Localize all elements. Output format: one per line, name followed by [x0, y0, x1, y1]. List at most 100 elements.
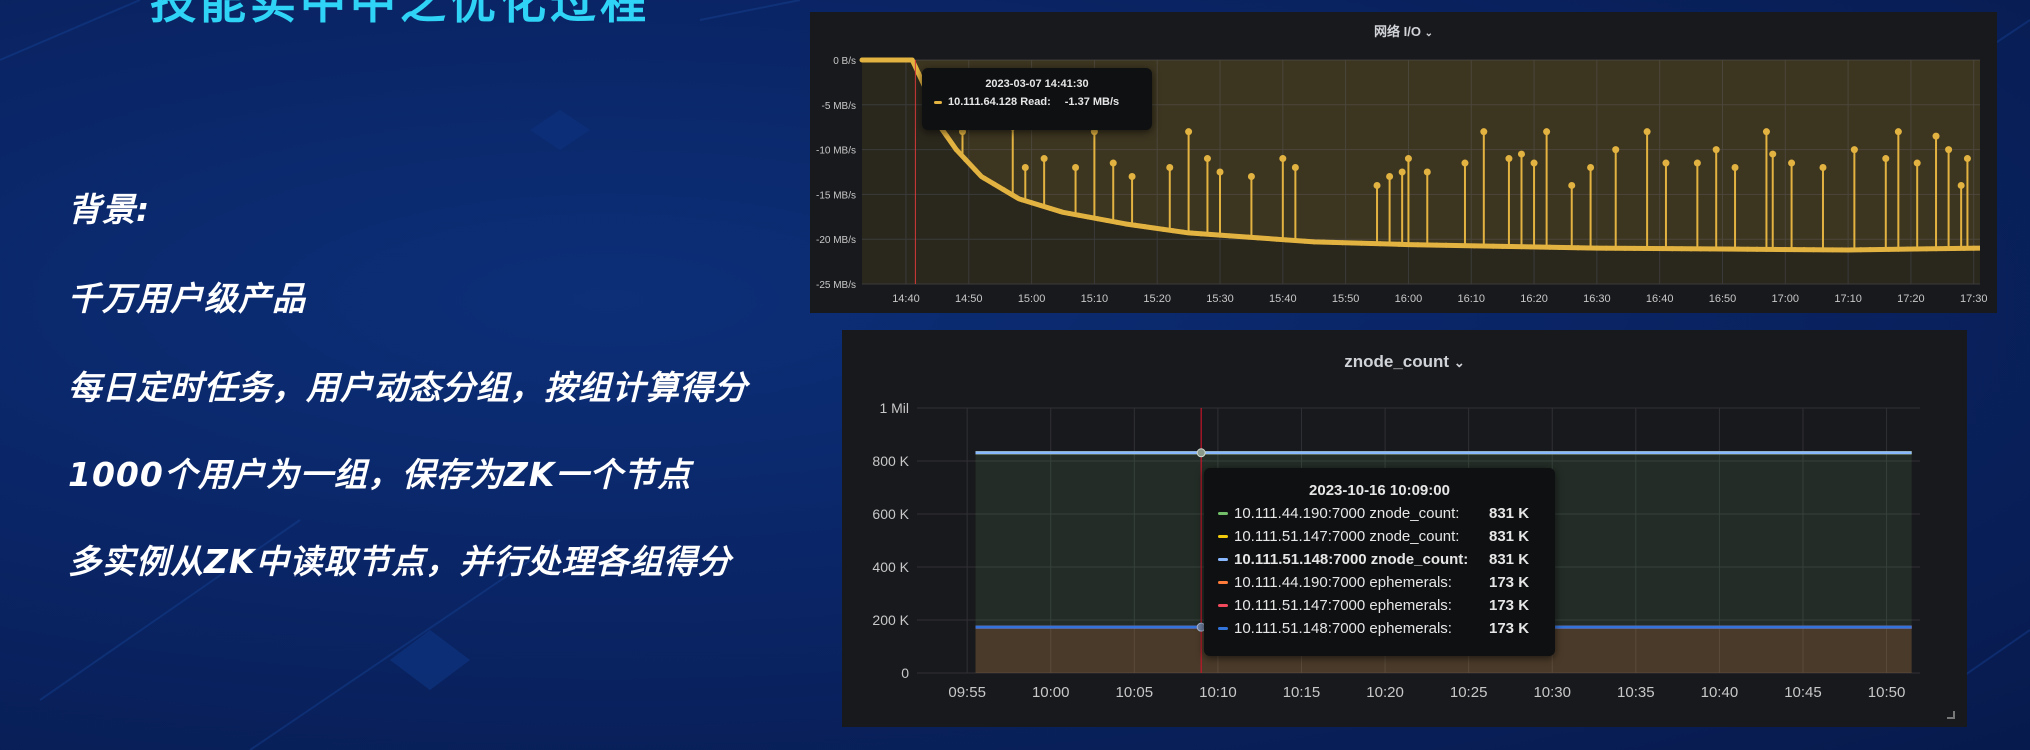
data-point	[981, 175, 987, 181]
data-point	[1010, 192, 1016, 198]
data-point	[1669, 246, 1675, 252]
x-tick-label: 15:40	[1269, 293, 1297, 305]
data-point	[1500, 243, 1506, 249]
series-swatch	[1218, 535, 1228, 538]
spike-point	[1731, 164, 1739, 172]
y-tick-label: 200 K	[872, 612, 909, 628]
panel-title-network[interactable]: 网络 I/O ⌄	[810, 21, 1997, 40]
data-point	[1792, 247, 1798, 253]
data-point	[1632, 245, 1638, 251]
network-io-panel[interactable]: 网络 I/O ⌄ 0 B/s -5 MB/s -10 MB/s -15 MB/s -20…	[810, 12, 1997, 313]
spike-point	[1957, 181, 1965, 189]
data-point	[1123, 221, 1129, 227]
data-point	[1603, 245, 1609, 251]
data-point	[1622, 245, 1628, 251]
data-point	[953, 147, 959, 153]
x-tick-label: 16:20	[1520, 293, 1548, 305]
spike-point	[1543, 128, 1551, 136]
data-point	[1594, 245, 1600, 251]
spike-point	[1712, 146, 1720, 154]
spike-point	[1517, 150, 1525, 158]
data-point	[1189, 230, 1195, 236]
data-point	[878, 57, 884, 63]
data-point	[1933, 246, 1939, 252]
tooltip-row: 10.111.51.147:7000 znode_count: 831 K	[1218, 528, 1555, 545]
data-point	[1076, 212, 1082, 218]
data-point	[1151, 225, 1157, 231]
data-point	[1811, 247, 1817, 253]
spike-point	[1882, 155, 1890, 163]
data-point	[1208, 231, 1214, 237]
x-tick-label: 15:20	[1143, 293, 1171, 305]
tooltip-row: 10.111.51.148:7000 znode_count: 831 K	[1218, 551, 1555, 568]
spike-point	[1788, 159, 1796, 167]
x-tick-label: 16:00	[1395, 293, 1423, 305]
tooltip-series-value: 831 K	[1489, 551, 1530, 568]
data-point	[1481, 243, 1487, 249]
data-point	[1311, 239, 1317, 245]
y-tick-label: -20 MB/s	[816, 235, 856, 246]
x-tick-label: 10:00	[1032, 684, 1070, 701]
data-point	[1330, 239, 1336, 245]
spike-point	[1291, 164, 1299, 172]
znode-count-panel[interactable]: znode_count ⌄ 0 200 K 400 K 600 K 800 K 1 Mil…	[842, 330, 1967, 727]
tooltip-series-value: 173 K	[1489, 597, 1530, 614]
x-tick-label: 16:40	[1646, 293, 1674, 305]
panel-title-znode[interactable]: znode_count ⌄	[842, 352, 1967, 372]
spike-point	[1963, 155, 1971, 163]
spike-point	[1203, 155, 1211, 163]
x-tick-label: 14:50	[955, 293, 983, 305]
data-point	[1358, 240, 1364, 246]
data-point	[1170, 228, 1176, 234]
bullet-item: 千万用户级产品	[68, 279, 306, 318]
data-point	[1735, 246, 1741, 252]
spike-point	[1530, 159, 1538, 167]
series-swatch	[934, 100, 942, 104]
network-io-chart[interactable]: 0 B/s -5 MB/s -10 MB/s -15 MB/s -20 MB/s -25 …	[810, 12, 1997, 313]
data-point	[1038, 203, 1044, 209]
data-point	[1302, 238, 1308, 244]
spike-point	[1128, 172, 1136, 180]
data-point	[1396, 241, 1402, 247]
data-point	[1255, 235, 1261, 241]
spike-point	[1279, 155, 1287, 163]
data-point	[1556, 244, 1562, 250]
data-point	[1415, 242, 1421, 248]
bullet-heading: 背景:	[68, 190, 151, 229]
y-tick-label: 600 K	[872, 506, 909, 522]
data-point	[1132, 222, 1138, 228]
data-point	[1179, 229, 1185, 235]
data-point	[1434, 242, 1440, 248]
x-tick-label: 09:55	[948, 684, 986, 701]
spike-point	[1568, 181, 1576, 189]
spike-point	[1612, 146, 1620, 154]
resize-handle-icon[interactable]	[1947, 711, 1955, 719]
tooltip-series-label: 10.111.51.148:7000 znode_count:	[1234, 551, 1469, 568]
data-point	[1839, 247, 1845, 253]
slide-title-fragment: 技能实中中之优化过程	[150, 0, 650, 28]
y-tick-label: -5 MB/s	[822, 101, 856, 112]
data-point	[1745, 246, 1751, 252]
data-point	[1971, 245, 1977, 251]
data-point	[1820, 247, 1826, 253]
data-point	[1641, 245, 1647, 251]
spike-point	[1762, 128, 1770, 136]
bullet-item: 多实例从ZK中读取节点，并行处理各组得分	[68, 542, 732, 581]
data-point	[1057, 208, 1063, 214]
tooltip-row: 10.111.64.128 Read: -1.37 MB/s	[934, 96, 1152, 108]
tooltip-series-label: 10.111.44.190:7000 znode_count:	[1234, 505, 1460, 522]
tooltip-time: 2023-10-16 10:09:00	[1309, 482, 1450, 499]
spike-point	[1109, 159, 1117, 167]
data-point	[1782, 247, 1788, 253]
data-point	[1509, 244, 1515, 250]
data-point	[1650, 246, 1656, 252]
data-point	[868, 57, 874, 63]
x-tick-label: 10:35	[1617, 684, 1655, 701]
tooltip-series-value: 173 K	[1489, 574, 1530, 591]
x-tick-label: 17:00	[1772, 293, 1800, 305]
tooltip-series-label: 10.111.51.148:7000 ephemerals:	[1234, 620, 1452, 637]
data-point	[1198, 231, 1204, 237]
data-point	[1283, 237, 1289, 243]
x-tick-label: 10:05	[1116, 684, 1154, 701]
data-point	[1528, 244, 1534, 250]
